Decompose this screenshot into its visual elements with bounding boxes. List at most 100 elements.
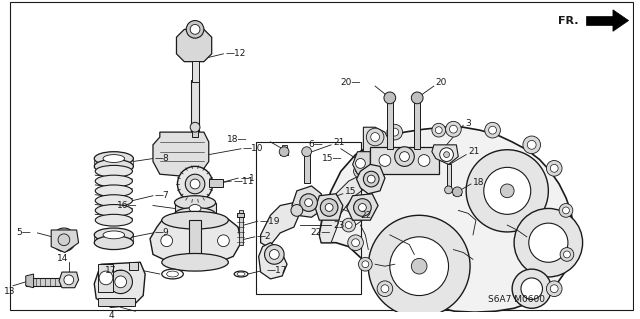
Circle shape (305, 199, 312, 206)
Bar (453, 189, 461, 195)
Bar (256, 142, 362, 293)
Circle shape (190, 122, 200, 132)
Circle shape (381, 285, 389, 293)
Ellipse shape (166, 271, 179, 277)
Circle shape (346, 222, 352, 228)
Bar (98, 299, 136, 306)
Circle shape (444, 152, 449, 158)
Bar (414, 98, 420, 149)
Circle shape (440, 148, 453, 161)
Circle shape (99, 271, 113, 285)
Polygon shape (364, 127, 390, 157)
Text: 16—: 16— (117, 201, 138, 210)
Bar (94, 159, 133, 167)
Polygon shape (292, 186, 321, 217)
Bar (26, 278, 65, 286)
Text: —7: —7 (155, 191, 170, 200)
Text: 20—: 20— (340, 78, 360, 87)
Ellipse shape (103, 231, 125, 239)
Circle shape (185, 174, 205, 194)
Text: 18—: 18— (227, 136, 248, 145)
Circle shape (390, 237, 449, 295)
Polygon shape (153, 132, 209, 176)
Circle shape (550, 285, 558, 293)
Ellipse shape (237, 272, 245, 276)
Ellipse shape (95, 204, 132, 216)
Bar (175, 203, 216, 214)
Circle shape (58, 234, 70, 246)
Polygon shape (586, 16, 613, 26)
Circle shape (52, 228, 76, 251)
Circle shape (547, 160, 562, 176)
Text: 17—: 17— (105, 266, 125, 275)
Circle shape (445, 121, 461, 137)
Circle shape (300, 194, 317, 211)
Ellipse shape (175, 207, 216, 221)
Ellipse shape (234, 271, 248, 277)
Circle shape (186, 20, 204, 38)
Circle shape (387, 124, 403, 140)
Circle shape (371, 133, 380, 141)
Text: —9: —9 (155, 228, 170, 237)
Bar (370, 147, 439, 174)
Text: —1: —1 (240, 174, 255, 182)
Circle shape (115, 276, 127, 288)
Circle shape (190, 25, 200, 34)
Text: —2: —2 (257, 232, 271, 241)
Polygon shape (432, 145, 458, 164)
Polygon shape (316, 194, 343, 220)
Ellipse shape (103, 155, 125, 162)
Circle shape (559, 204, 573, 217)
Polygon shape (59, 272, 79, 288)
Circle shape (177, 167, 212, 202)
Circle shape (412, 258, 427, 274)
Text: —8: —8 (155, 154, 170, 163)
Bar (94, 235, 133, 243)
Circle shape (523, 136, 541, 154)
Circle shape (368, 215, 470, 317)
Bar (304, 152, 310, 183)
Circle shape (291, 204, 303, 216)
Ellipse shape (162, 211, 228, 229)
Polygon shape (347, 194, 378, 220)
Polygon shape (613, 10, 628, 31)
Text: 3: 3 (465, 119, 471, 128)
Circle shape (452, 187, 462, 197)
Text: 13: 13 (4, 287, 16, 296)
Circle shape (500, 184, 514, 198)
Bar (209, 179, 223, 187)
Circle shape (395, 147, 414, 167)
Circle shape (432, 123, 445, 137)
Bar (192, 61, 199, 82)
Text: 5—: 5— (16, 228, 31, 237)
Circle shape (379, 155, 391, 167)
Circle shape (325, 204, 333, 211)
Circle shape (489, 126, 497, 134)
Circle shape (218, 235, 229, 247)
Bar (191, 80, 199, 212)
Circle shape (412, 92, 423, 104)
Polygon shape (260, 203, 300, 247)
Circle shape (279, 147, 289, 157)
Circle shape (356, 159, 365, 168)
Text: 6—: 6— (308, 140, 323, 149)
Ellipse shape (95, 175, 132, 187)
Text: 22: 22 (360, 211, 372, 220)
Circle shape (358, 204, 366, 211)
Circle shape (445, 186, 452, 194)
Text: 14: 14 (57, 254, 68, 263)
Polygon shape (356, 164, 385, 194)
Circle shape (514, 208, 582, 277)
Circle shape (547, 281, 562, 297)
Circle shape (550, 164, 558, 172)
Circle shape (357, 168, 364, 175)
Bar (129, 262, 138, 270)
Circle shape (466, 150, 548, 232)
Polygon shape (177, 29, 212, 62)
Ellipse shape (189, 204, 201, 212)
Circle shape (354, 164, 367, 178)
Circle shape (190, 179, 200, 189)
Ellipse shape (94, 160, 133, 173)
Circle shape (362, 261, 369, 268)
Ellipse shape (94, 228, 133, 242)
